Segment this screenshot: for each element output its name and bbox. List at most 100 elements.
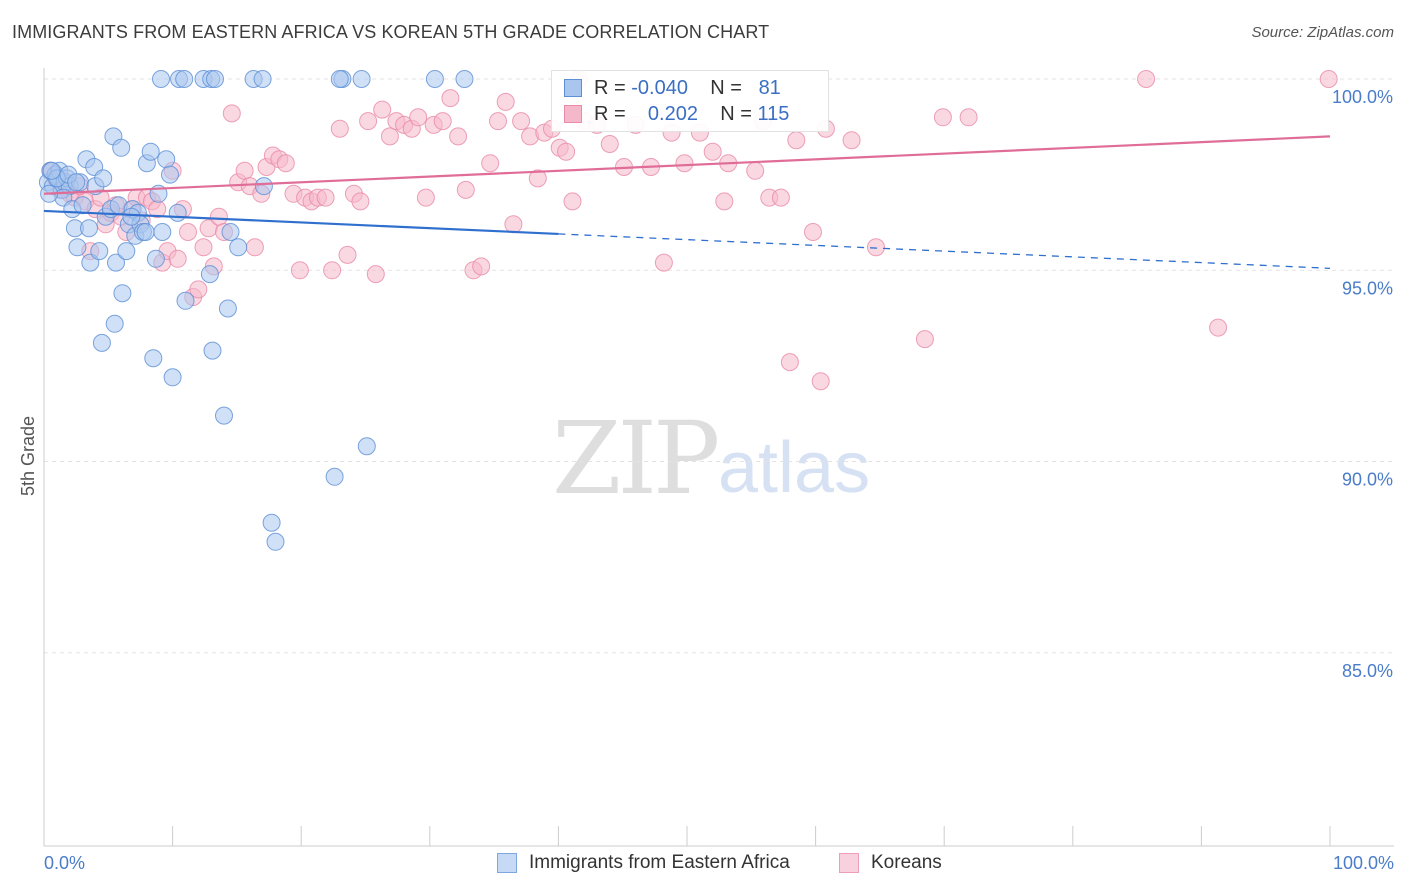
series-eastern-africa: [38, 70, 474, 551]
trend-koreans: [43, 135, 1331, 195]
point-korean: [179, 223, 197, 241]
point-korean: [409, 108, 428, 127]
point-eastern-africa: [325, 467, 344, 486]
point-eastern-africa: [175, 70, 194, 88]
y-axis-label: 5th Grade: [18, 416, 38, 496]
point-korean: [512, 112, 531, 131]
trend-lines: [43, 135, 1331, 269]
point-korean: [787, 131, 806, 150]
legend-n-value: 81: [758, 76, 781, 99]
point-eastern-africa: [253, 70, 272, 88]
source-credit: Source: ZipAtlas.com: [1251, 24, 1394, 41]
legend-r-value: 0.202: [647, 102, 698, 125]
point-eastern-africa: [218, 299, 237, 318]
bottom-legend-koreans[interactable]: Koreans: [839, 852, 942, 874]
point-eastern-africa: [215, 406, 233, 425]
point-korean: [222, 104, 241, 123]
point-eastern-africa: [107, 253, 125, 272]
point-korean: [245, 238, 264, 257]
point-eastern-africa: [266, 532, 285, 551]
point-eastern-africa: [254, 177, 273, 196]
point-eastern-africa: [141, 142, 160, 161]
point-korean: [416, 188, 435, 207]
point-korean: [915, 330, 934, 349]
point-eastern-africa: [163, 368, 182, 387]
point-korean: [1319, 70, 1338, 88]
legend-row-koreans: R = 0.202 N = 115: [564, 102, 789, 126]
point-korean: [330, 119, 349, 138]
point-eastern-africa: [105, 314, 124, 333]
point-korean: [867, 238, 885, 257]
point-korean: [504, 215, 523, 234]
legend-row-eastern-africa: R = -0.040 N = 81: [564, 76, 781, 100]
point-eastern-africa: [357, 437, 376, 456]
point-eastern-africa: [117, 242, 136, 261]
stats-legend: R = -0.040 N = 81 R = 0.202 N = 115: [551, 70, 829, 132]
point-korean: [359, 112, 378, 131]
legend-r-value: -0.040: [631, 76, 688, 99]
point-eastern-africa: [168, 203, 187, 222]
legend-n-label: N =: [710, 76, 742, 99]
point-korean: [323, 261, 342, 280]
point-korean: [654, 253, 673, 272]
point-korean: [771, 188, 790, 207]
point-korean: [194, 238, 213, 257]
point-korean: [373, 100, 392, 119]
bottom-legend-swatch-blue: [497, 853, 517, 873]
point-eastern-africa: [136, 223, 155, 241]
y-tick-label: 95.0%: [1342, 278, 1393, 298]
point-korean: [675, 154, 694, 173]
point-korean: [276, 154, 295, 173]
point-eastern-africa: [92, 333, 111, 352]
point-korean: [1137, 70, 1156, 88]
point-eastern-africa: [112, 138, 131, 157]
x-tick-label-min: 0.0%: [44, 853, 85, 873]
y-tick-label: 85.0%: [1342, 661, 1393, 681]
point-eastern-africa: [206, 70, 224, 88]
point-korean: [528, 169, 547, 188]
point-eastern-africa: [144, 349, 163, 368]
y-tick-labels: 85.0% 90.0% 95.0% 100.0%: [1332, 87, 1393, 681]
point-korean: [746, 161, 765, 180]
point-eastern-africa: [42, 161, 61, 180]
point-korean: [380, 127, 399, 146]
legend-swatch-pink: [564, 105, 582, 123]
trend-eastern-africa-dashed: [558, 233, 1331, 269]
point-korean: [780, 353, 799, 372]
point-korean: [804, 223, 822, 241]
chart-title: IMMIGRANTS FROM EASTERN AFRICA VS KOREAN…: [12, 22, 770, 42]
point-korean: [209, 207, 228, 226]
x-axis-ticks: [43, 826, 1331, 846]
point-korean: [168, 249, 187, 268]
watermark-zip: ZIP: [552, 400, 720, 517]
point-korean: [456, 180, 475, 199]
bottom-legend-label: Immigrants from Eastern Africa: [529, 852, 790, 873]
point-korean: [338, 245, 357, 264]
point-eastern-africa: [229, 238, 248, 257]
point-eastern-africa: [352, 70, 371, 88]
point-eastern-africa: [330, 70, 349, 88]
point-korean: [441, 89, 460, 108]
point-korean: [449, 127, 468, 146]
point-korean: [472, 257, 491, 276]
watermark-atlas: atlas: [718, 428, 871, 508]
point-eastern-africa: [152, 70, 170, 88]
point-korean: [351, 192, 370, 211]
legend-r-label: R =: [594, 76, 626, 99]
point-eastern-africa: [203, 341, 222, 360]
point-eastern-africa: [200, 265, 219, 284]
point-korean: [811, 372, 830, 391]
legend-r-label: R =: [594, 102, 626, 125]
point-eastern-africa: [146, 249, 165, 268]
point-korean: [496, 92, 515, 111]
point-eastern-africa: [94, 169, 113, 188]
point-korean: [481, 154, 500, 173]
bottom-legend-eastern-africa[interactable]: Immigrants from Eastern Africa: [497, 852, 790, 874]
point-korean: [316, 188, 335, 207]
y-tick-label: 90.0%: [1342, 470, 1393, 490]
bottom-legend-swatch-pink: [839, 853, 859, 873]
point-korean: [489, 112, 507, 131]
point-eastern-africa: [262, 513, 281, 532]
point-eastern-africa: [153, 223, 172, 241]
